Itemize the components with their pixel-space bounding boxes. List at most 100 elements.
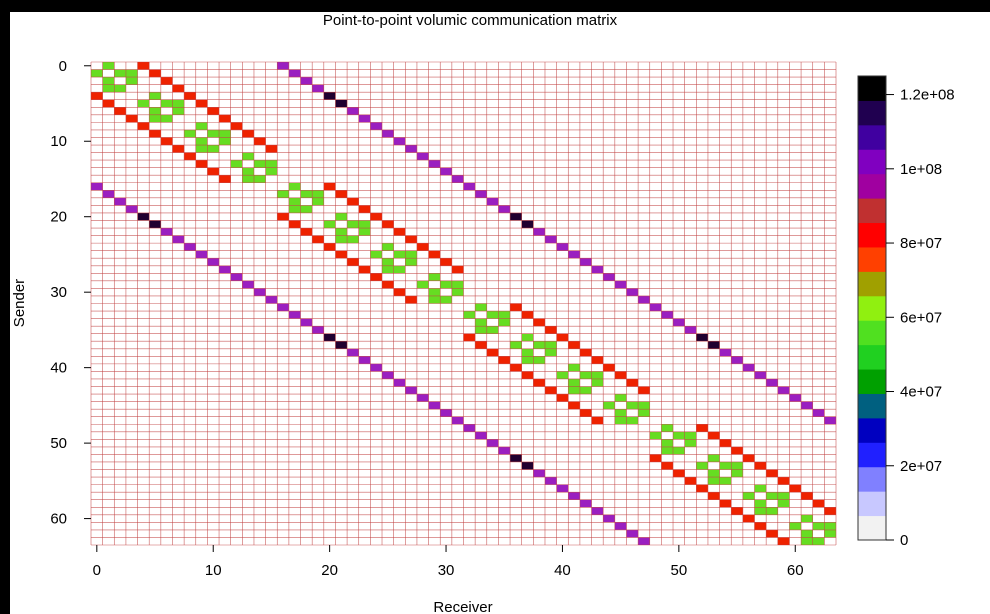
heatmap-cell bbox=[149, 129, 161, 138]
heatmap-cell bbox=[265, 167, 278, 176]
heatmap-cell bbox=[102, 99, 115, 108]
heatmap-cell bbox=[475, 190, 487, 198]
heatmap-cell bbox=[754, 499, 767, 508]
heatmap-cell bbox=[370, 122, 383, 130]
heatmap-cell bbox=[661, 311, 674, 319]
heatmap-cell bbox=[603, 363, 615, 372]
heatmap-cell bbox=[626, 529, 639, 538]
heatmap-cell bbox=[731, 469, 743, 478]
heatmap-cell bbox=[125, 69, 138, 78]
heatmap-cell bbox=[766, 507, 778, 515]
heatmap-cell bbox=[719, 499, 732, 508]
colorbar-ticks: 0 2e+07 4e+07 6e+07 8e+07 1e+08 1.2e+08 bbox=[886, 87, 955, 549]
heatmap-cell bbox=[673, 469, 685, 478]
heatmap-cell bbox=[591, 356, 604, 364]
heatmap-cell bbox=[91, 69, 103, 78]
heatmap-cell bbox=[719, 348, 732, 357]
heatmap-cell bbox=[707, 477, 720, 485]
colorbar-tick-label: 4e+07 bbox=[900, 384, 942, 401]
heatmap-cell bbox=[370, 212, 383, 221]
heatmap-cell bbox=[626, 288, 639, 296]
heatmap-cell bbox=[498, 356, 511, 364]
heatmap-cell bbox=[370, 363, 383, 372]
heatmap-cell bbox=[288, 220, 301, 229]
heatmap-cell bbox=[184, 152, 196, 161]
heatmap-cell bbox=[335, 235, 348, 244]
colorbar-swatch bbox=[858, 491, 886, 517]
heatmap-cell bbox=[230, 273, 243, 281]
heatmap-cell bbox=[742, 514, 755, 523]
heatmap-cell bbox=[614, 409, 627, 417]
heatmap-cell bbox=[393, 250, 406, 259]
heatmap-cell bbox=[428, 295, 441, 304]
colorbar-swatch bbox=[858, 124, 886, 150]
heatmap-cell bbox=[149, 107, 161, 115]
heatmap-cell bbox=[568, 363, 580, 372]
heatmap-cell bbox=[393, 265, 406, 274]
heatmap-cell bbox=[533, 318, 545, 327]
heatmap-cell bbox=[393, 378, 406, 387]
heatmap-cell bbox=[242, 175, 254, 183]
heatmap-cell bbox=[335, 228, 348, 236]
heatmap-cell bbox=[568, 386, 580, 395]
heatmap-cell bbox=[638, 295, 650, 304]
heatmap-cell bbox=[754, 507, 767, 515]
heatmap-cell bbox=[498, 311, 511, 319]
heatmap-cell bbox=[300, 318, 313, 327]
heatmap-cell bbox=[754, 484, 767, 493]
heatmap-cell bbox=[160, 137, 173, 146]
heatmap-cell bbox=[533, 356, 545, 364]
heatmap-cell bbox=[335, 99, 348, 108]
heatmap-cell bbox=[696, 424, 708, 432]
heatmap-cell bbox=[242, 152, 254, 161]
heatmap-cell bbox=[510, 363, 522, 372]
heatmap-cell bbox=[125, 77, 138, 85]
heatmap-cell bbox=[416, 243, 429, 251]
y-axis-label: Sender bbox=[11, 279, 28, 327]
heatmap-cell bbox=[521, 356, 534, 364]
colorbar-swatch bbox=[858, 149, 886, 175]
heatmap-cell bbox=[405, 235, 417, 244]
colorbar-tick-label: 0 bbox=[900, 532, 908, 549]
heatmap-cell bbox=[219, 114, 231, 123]
heatmap-cell bbox=[684, 431, 697, 440]
heatmap-cell bbox=[160, 77, 173, 85]
x-tick-label: 20 bbox=[321, 562, 338, 579]
heatmap-cell bbox=[649, 303, 662, 312]
y-tick-label: 20 bbox=[50, 209, 67, 226]
heatmap-cell bbox=[137, 99, 150, 108]
heatmap-cell bbox=[638, 537, 650, 545]
heatmap-cell bbox=[777, 499, 790, 508]
heatmap-cell bbox=[824, 529, 836, 538]
heatmap-cell bbox=[731, 461, 743, 470]
heatmap-cell bbox=[707, 469, 720, 478]
heatmap-cell bbox=[696, 333, 708, 342]
heatmap-cell bbox=[323, 220, 336, 229]
heatmap-cell bbox=[673, 446, 685, 455]
heatmap-cell bbox=[707, 341, 720, 349]
heatmap-cell bbox=[568, 341, 580, 349]
heatmap-cell bbox=[568, 492, 580, 500]
heatmap-cell bbox=[405, 386, 417, 395]
heatmap-cell bbox=[498, 446, 511, 455]
heatmap-cell bbox=[824, 416, 836, 425]
heatmap-cell bbox=[579, 371, 592, 379]
heatmap-cell bbox=[742, 492, 755, 500]
heatmap-cell bbox=[382, 258, 394, 266]
heatmap-cell bbox=[358, 228, 371, 236]
heatmap-cell bbox=[335, 212, 348, 221]
colorbar-swatch bbox=[858, 417, 886, 443]
heatmap-cell bbox=[544, 341, 557, 349]
colorbar-tick-label: 1e+08 bbox=[900, 161, 942, 178]
heatmap-cell bbox=[614, 371, 627, 379]
x-axis-label: Receiver bbox=[433, 599, 492, 614]
heatmap-cell bbox=[265, 145, 278, 153]
heatmap-cell bbox=[416, 394, 429, 402]
colorbar-swatch bbox=[858, 369, 886, 394]
heatmap-cell bbox=[661, 424, 674, 432]
heatmap-cell bbox=[579, 409, 592, 417]
heatmap-chart: Point-to-point volumic communication mat… bbox=[11, 12, 955, 614]
heatmap-cell bbox=[300, 190, 313, 198]
heatmap-cell bbox=[312, 197, 324, 206]
